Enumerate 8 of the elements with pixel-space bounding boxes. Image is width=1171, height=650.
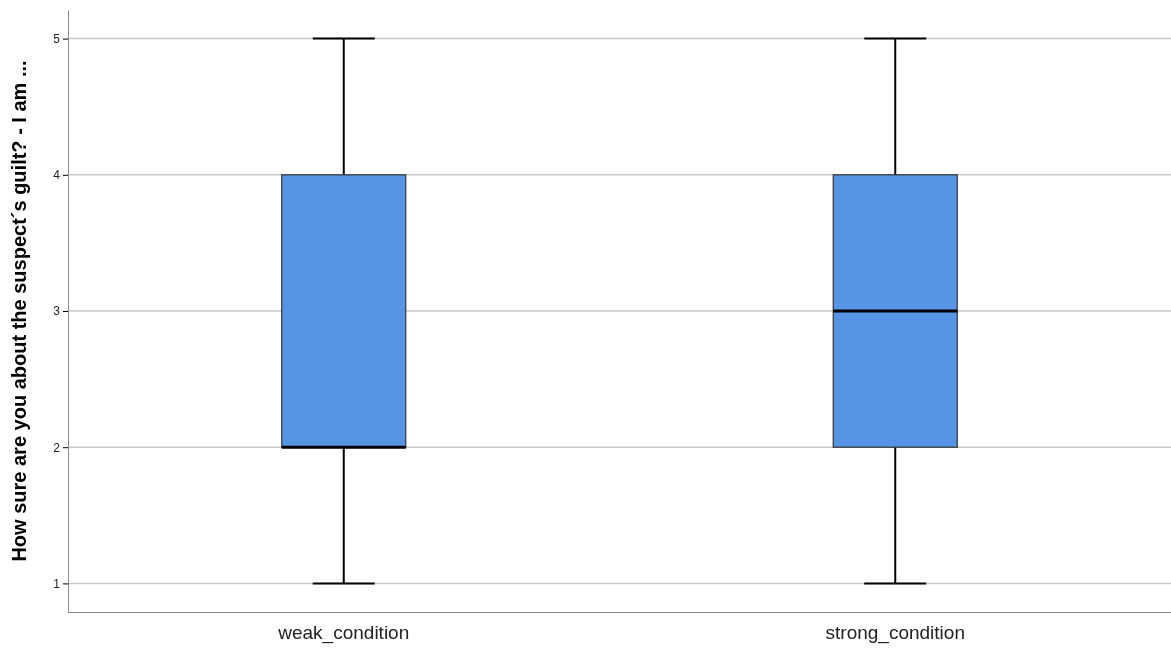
y-tick-label: 1 xyxy=(53,576,61,591)
x-tick-label: strong_condition xyxy=(825,622,965,645)
y-tick-label: 4 xyxy=(53,168,61,183)
y-tick-label: 3 xyxy=(53,304,61,319)
y-tick-label: 2 xyxy=(53,440,61,455)
x-tick-label: weak_condition xyxy=(277,622,410,645)
y-tick-label: 5 xyxy=(53,31,61,46)
y-axis-title: How sure are you about the suspect´s guilt? - I am ... xyxy=(8,60,30,562)
